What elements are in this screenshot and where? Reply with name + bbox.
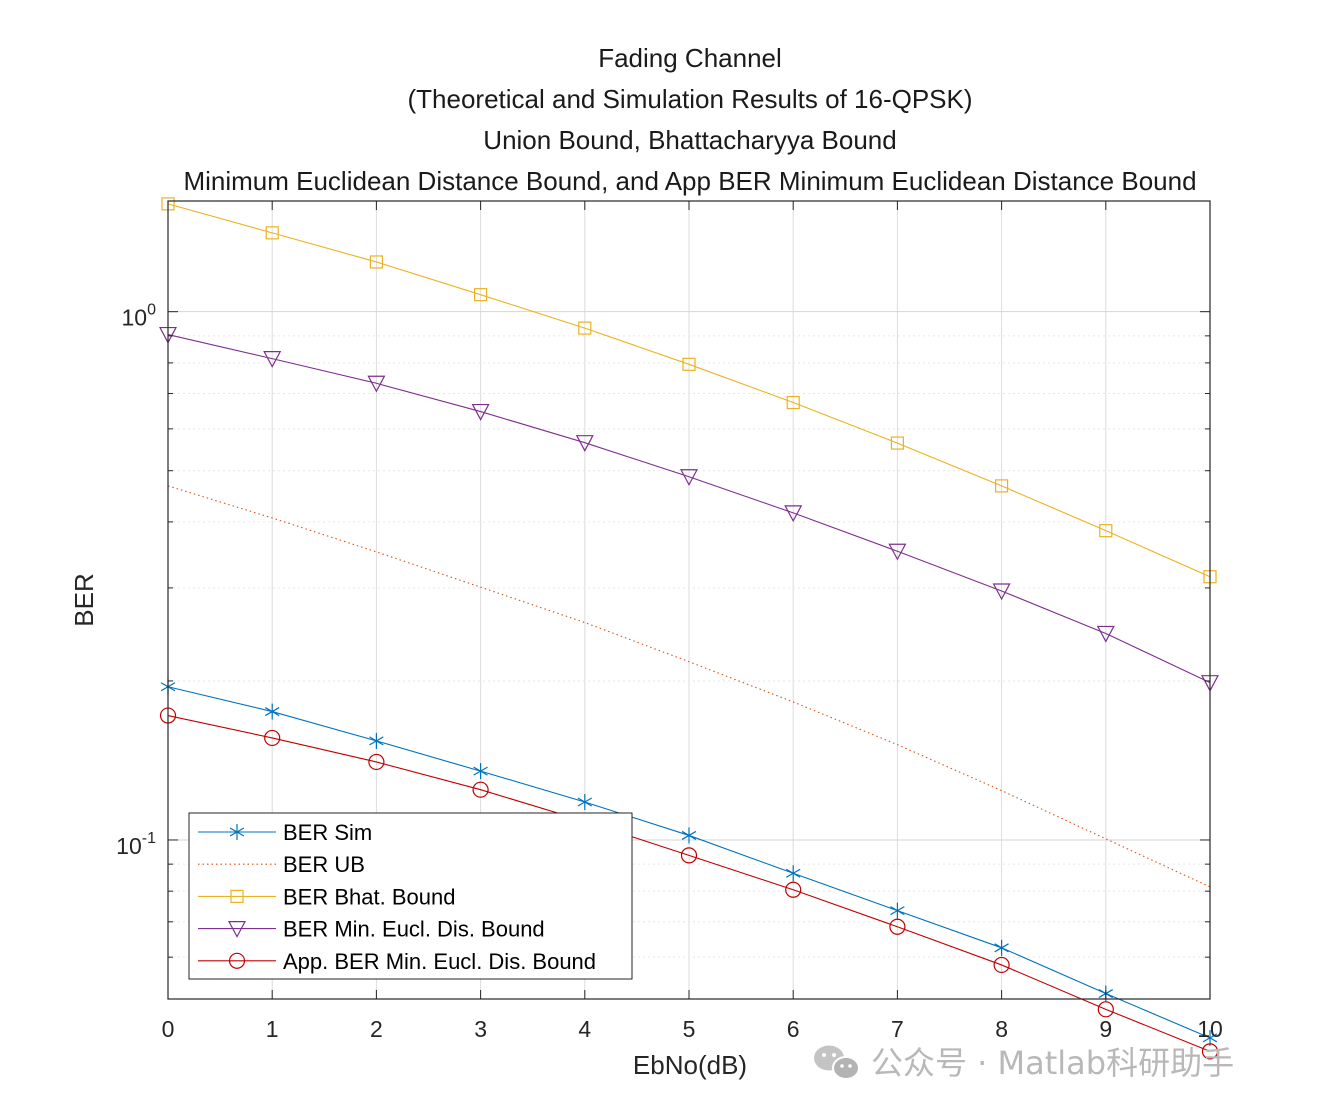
series-line — [167, 485, 1211, 888]
y-tick-base: 10 — [122, 305, 148, 331]
point-asterisk — [681, 827, 697, 844]
point-square — [578, 321, 592, 335]
legend-label: BER Sim — [283, 820, 372, 845]
x-axis-tick-labels: 0 1 2 3 4 5 6 7 8 9 10 — [162, 1016, 1223, 1042]
plot-series — [159, 197, 1219, 1060]
point-asterisk — [473, 763, 488, 780]
y-tick-base: 10 — [116, 833, 142, 859]
point-asterisk — [890, 902, 905, 919]
x-tick-label: 9 — [1099, 1016, 1112, 1042]
point-circle — [680, 847, 698, 864]
title-line-1: Fading Channel — [598, 43, 782, 73]
x-tick-label: 4 — [578, 1016, 591, 1042]
x-axis-label: EbNo(dB) — [633, 1050, 747, 1080]
point-circle — [368, 753, 385, 771]
title-line-4: Minimum Euclidean Distance Bound, and Ap… — [183, 166, 1196, 196]
legend-entry: BER Min. Eucl. Dis. Bound — [198, 917, 545, 942]
point-circle — [1201, 1043, 1219, 1060]
x-tick-label: 8 — [995, 1016, 1008, 1042]
point-asterisk — [369, 732, 384, 749]
x-tick-label: 1 — [266, 1016, 279, 1042]
point-circle — [785, 881, 802, 898]
legend-entry: BER Bhat. Bound — [198, 884, 455, 909]
point-circle — [472, 781, 489, 798]
series-5 — [159, 707, 1219, 1060]
legend-label: BER UB — [283, 852, 365, 877]
point-square — [230, 889, 244, 904]
x-tick-label: 10 — [1197, 1016, 1223, 1042]
point-square — [890, 436, 905, 450]
wechat-icon — [814, 1045, 860, 1080]
legend-label: BER Bhat. Bound — [283, 884, 455, 909]
point-triangle — [888, 543, 907, 561]
x-tick-label: 6 — [787, 1016, 800, 1042]
series-line — [167, 334, 1211, 684]
x-tick-label: 0 — [162, 1016, 175, 1042]
chart-title: Fading Channel (Theoretical and Simulati… — [183, 43, 1196, 196]
point-asterisk — [1202, 1029, 1218, 1046]
point-square — [474, 288, 488, 302]
point-triangle — [367, 375, 386, 393]
point-triangle — [471, 403, 490, 421]
point-asterisk — [994, 939, 1009, 956]
title-line-3: Union Bound, Bhattacharyya Bound — [483, 125, 896, 155]
series-4 — [159, 326, 1219, 692]
point-square — [682, 357, 696, 371]
x-tick-label: 7 — [891, 1016, 904, 1042]
point-circle — [993, 956, 1010, 974]
y-axis-label: BER — [69, 573, 99, 626]
point-square — [786, 395, 800, 410]
point-circle — [1097, 1001, 1114, 1018]
point-square — [369, 255, 383, 269]
point-triangle — [263, 351, 282, 368]
watermark: 公众号 · Matlab科研助手 — [814, 1044, 1234, 1082]
point-square — [994, 479, 1009, 493]
legend-entry: App. BER Min. Eucl. Dis. Bound — [198, 949, 596, 974]
series-3 — [161, 197, 1217, 584]
point-asterisk — [577, 793, 593, 810]
point-triangle — [992, 583, 1011, 601]
point-triangle — [575, 435, 594, 452]
series-line — [167, 203, 1211, 578]
y-tick-label: 100 — [122, 302, 157, 331]
y-tick-label: 10-1 — [116, 830, 156, 859]
point-asterisk — [785, 865, 801, 882]
legend: BER Sim BER UB BER Bhat. Bound BER Min. Euc… — [188, 812, 633, 980]
point-square — [1099, 524, 1113, 538]
point-circle — [889, 918, 906, 935]
point-square — [265, 226, 279, 240]
y-tick-exponent: 0 — [147, 302, 156, 319]
legend-label: BER Min. Eucl. Dis. Bound — [283, 917, 545, 942]
point-triangle — [784, 505, 803, 523]
point-triangle — [228, 920, 246, 938]
title-line-2: (Theoretical and Simulation Results of 1… — [407, 84, 972, 114]
legend-entry: BER Sim — [198, 820, 372, 845]
y-tick-exponent: -1 — [142, 830, 156, 847]
x-tick-label: 3 — [474, 1016, 487, 1042]
point-asterisk — [264, 703, 280, 720]
x-tick-label: 5 — [683, 1016, 696, 1042]
point-asterisk — [229, 824, 245, 840]
x-tick-label: 2 — [370, 1016, 383, 1042]
point-circle — [264, 729, 281, 747]
axis-ticks — [167, 201, 1211, 1000]
point-triangle — [1096, 625, 1115, 643]
legend-entry: BER UB — [198, 852, 365, 877]
watermark-text: 公众号 · Matlab科研助手 — [871, 1044, 1234, 1082]
point-circle — [228, 952, 246, 969]
legend-label: App. BER Min. Eucl. Dis. Bound — [283, 949, 596, 974]
point-triangle — [680, 469, 698, 487]
series-2 — [167, 485, 1211, 888]
series-line — [167, 715, 1211, 1052]
